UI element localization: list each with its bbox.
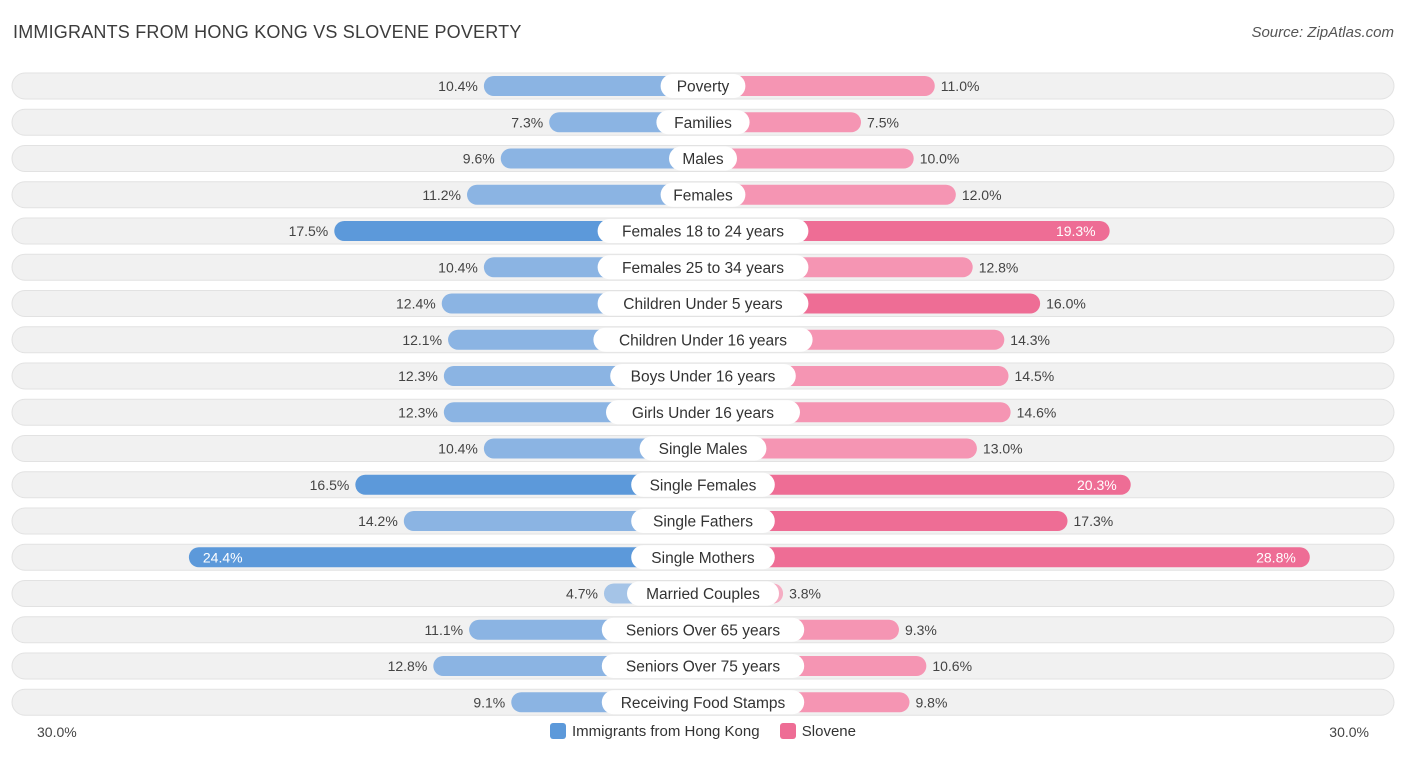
bar-hong-kong-single-fathers[interactable] — [403, 511, 703, 531]
category-pill-seniors-over-75-years — [601, 654, 805, 678]
value-label-slovene-children-under-16-years: 14.3% — [1010, 332, 1050, 348]
legend-swatch-slovene — [779, 722, 796, 739]
category-label-females-25-to-34-years: Females 25 to 34 years — [622, 260, 784, 277]
category-label-boys-under-16-years: Boys Under 16 years — [631, 369, 776, 386]
category-pill-females-18-to-24-years — [597, 219, 809, 243]
source-label: Source: ZipAtlas.com — [1251, 24, 1394, 41]
bar-hong-kong-single-mothers[interactable] — [188, 547, 704, 568]
category-pill-females-25-to-34-years — [597, 255, 809, 280]
category-label-children-under-16-years: Children Under 16 years — [619, 332, 787, 349]
value-label-hong-kong-receiving-food-stamps: 9.1% — [473, 694, 505, 710]
bar-hong-kong-females[interactable] — [467, 184, 703, 205]
legend-item-hong-kong[interactable]: Immigrants from Hong Kong — [550, 722, 760, 740]
category-label-poverty: Poverty — [677, 79, 730, 96]
category-label-single-females: Single Females — [650, 477, 757, 494]
bar-hong-kong-poverty[interactable] — [483, 76, 703, 96]
value-label-hong-kong-married-couples: 4.7% — [566, 586, 598, 602]
category-label-seniors-over-75-years: Seniors Over 75 years — [626, 659, 780, 676]
value-label-hong-kong-seniors-over-75-years: 12.8% — [388, 658, 428, 674]
value-label-hong-kong-males: 9.6% — [463, 151, 495, 167]
category-label-receiving-food-stamps: Receiving Food Stamps — [621, 695, 786, 712]
value-label-slovene-poverty: 11.0% — [941, 78, 980, 94]
value-label-slovene-seniors-over-75-years: 10.6% — [932, 658, 972, 674]
value-label-hong-kong-families: 7.3% — [511, 114, 543, 130]
bar-hong-kong-single-females[interactable] — [355, 474, 703, 495]
category-pill-children-under-5-years — [597, 291, 809, 316]
chart-title: IMMIGRANTS FROM HONG KONG VS SLOVENE POV… — [13, 22, 522, 42]
value-label-hong-kong-girls-under-16-years: 12.3% — [398, 404, 438, 420]
value-label-hong-kong-children-under-16-years: 12.1% — [402, 332, 442, 348]
value-label-slovene-seniors-over-65-years: 9.3% — [905, 622, 937, 638]
value-label-slovene-single-mothers: 28.8% — [1256, 549, 1296, 565]
value-label-hong-kong-single-males: 10.4% — [438, 441, 478, 457]
value-label-hong-kong-poverty: 10.4% — [438, 78, 478, 94]
value-label-hong-kong-seniors-over-65-years: 11.1% — [424, 622, 463, 638]
legend-item-slovene[interactable]: Slovene — [779, 722, 856, 740]
bar-slovene-single-fathers[interactable] — [703, 511, 1068, 531]
category-pill-single-mothers — [631, 545, 775, 570]
bar-hong-kong-males[interactable] — [500, 148, 703, 169]
category-pill-receiving-food-stamps — [601, 690, 805, 715]
value-label-slovene-single-females: 20.3% — [1077, 477, 1117, 493]
legend-label-hong-kong: Immigrants from Hong Kong — [572, 722, 760, 740]
category-label-families: Families — [674, 115, 732, 132]
bar-slovene-single-mothers[interactable] — [703, 547, 1310, 568]
value-label-hong-kong-females-18-to-24-years: 17.5% — [289, 223, 329, 239]
axis-label-left: 30.0% — [37, 724, 77, 740]
bar-slovene-single-males[interactable] — [703, 438, 977, 459]
category-label-married-couples: Married Couples — [646, 586, 760, 603]
value-label-slovene-married-couples: 3.8% — [789, 586, 821, 602]
legend-swatch-hong-kong — [550, 722, 567, 739]
category-pill-seniors-over-65-years — [601, 617, 805, 642]
value-label-slovene-boys-under-16-years: 14.5% — [1015, 368, 1055, 384]
value-label-hong-kong-single-mothers: 24.4% — [203, 549, 243, 565]
category-pill-poverty — [660, 74, 746, 98]
value-label-slovene-children-under-5-years: 16.0% — [1046, 296, 1086, 312]
category-pill-males — [669, 146, 737, 171]
category-pill-females — [660, 182, 746, 207]
category-label-females-18-to-24-years: Females 18 to 24 years — [622, 224, 784, 241]
category-pill-families — [656, 110, 750, 135]
category-label-children-under-5-years: Children Under 5 years — [623, 296, 783, 313]
category-pill-girls-under-16-years — [606, 400, 800, 425]
category-pill-single-fathers — [631, 509, 775, 533]
value-label-hong-kong-single-females: 16.5% — [310, 477, 350, 493]
value-label-hong-kong-children-under-5-years: 12.4% — [396, 296, 436, 312]
category-label-seniors-over-65-years: Seniors Over 65 years — [626, 622, 780, 639]
axis-label-right: 30.0% — [1329, 724, 1369, 740]
legend-label-slovene: Slovene — [801, 722, 856, 740]
category-label-males: Males — [682, 151, 724, 168]
value-label-hong-kong-boys-under-16-years: 12.3% — [398, 368, 438, 384]
category-label-girls-under-16-years: Girls Under 16 years — [632, 405, 774, 422]
category-pill-single-males — [639, 436, 767, 461]
value-label-slovene-single-fathers: 17.3% — [1074, 513, 1114, 529]
legend: Immigrants from Hong Kong Slovene — [0, 722, 1406, 740]
category-pill-children-under-16-years — [593, 327, 813, 352]
category-pill-boys-under-16-years — [610, 364, 796, 388]
value-label-slovene-females-25-to-34-years: 12.8% — [979, 259, 1019, 275]
bar-slovene-poverty[interactable] — [703, 76, 935, 96]
value-label-slovene-girls-under-16-years: 14.6% — [1017, 404, 1057, 420]
bar-slovene-males[interactable] — [703, 148, 914, 169]
category-label-single-mothers: Single Mothers — [651, 550, 755, 567]
value-label-slovene-single-males: 13.0% — [983, 441, 1023, 457]
value-label-slovene-females-18-to-24-years: 19.3% — [1056, 223, 1096, 239]
category-label-single-males: Single Males — [659, 441, 748, 458]
category-pill-married-couples — [627, 581, 779, 606]
value-label-hong-kong-females: 11.2% — [422, 187, 461, 203]
category-label-single-fathers: Single Fathers — [653, 514, 753, 531]
category-pill-single-females — [631, 472, 775, 497]
value-label-hong-kong-single-fathers: 14.2% — [358, 513, 398, 529]
value-label-hong-kong-females-25-to-34-years: 10.4% — [438, 259, 478, 275]
value-label-slovene-males: 10.0% — [920, 151, 960, 167]
value-label-slovene-families: 7.5% — [867, 114, 899, 130]
value-label-slovene-receiving-food-stamps: 9.8% — [915, 694, 947, 710]
bar-slovene-females[interactable] — [703, 184, 956, 205]
value-label-slovene-females: 12.0% — [962, 187, 1002, 203]
category-label-females: Females — [673, 187, 733, 204]
bar-slovene-single-females[interactable] — [703, 474, 1131, 495]
